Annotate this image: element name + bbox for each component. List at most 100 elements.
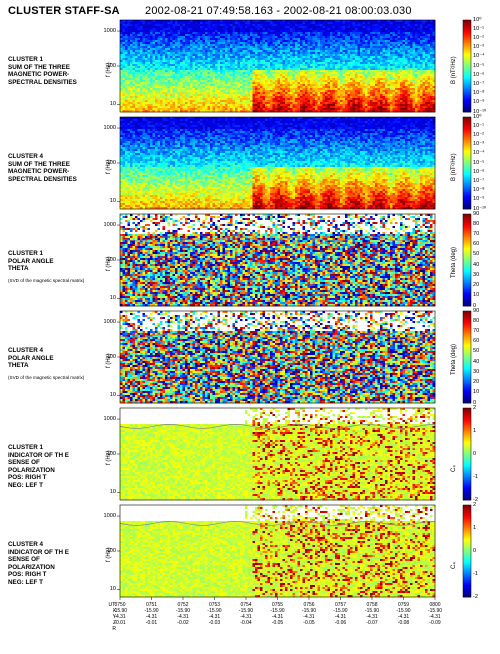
heatmap-cell	[385, 78, 388, 80]
heatmap-cell	[295, 78, 298, 80]
heatmap-cell	[283, 76, 286, 78]
heatmap-cell	[323, 52, 326, 54]
heatmap-cell	[240, 76, 243, 78]
heatmap-cell	[230, 64, 233, 66]
heatmap-cell	[270, 78, 273, 80]
heatmap-cell	[388, 68, 391, 70]
heatmap-cell	[138, 80, 141, 82]
heatmap-cell	[185, 44, 188, 46]
heatmap-cell	[165, 70, 168, 72]
heatmap-cell	[320, 36, 323, 38]
heatmap-cell	[405, 62, 408, 64]
heatmap-cell	[280, 36, 283, 38]
heatmap-cell	[180, 68, 183, 70]
heatmap-cell	[140, 42, 143, 44]
heatmap-cell	[388, 82, 391, 84]
heatmap-cell	[390, 70, 393, 72]
heatmap-cell	[293, 64, 296, 66]
heatmap-cell	[165, 20, 168, 22]
heatmap-cell	[323, 64, 326, 66]
heatmap-cell	[168, 70, 171, 72]
heatmap-cell	[270, 58, 273, 60]
heatmap-cell	[423, 76, 426, 78]
heatmap-cell	[125, 54, 128, 56]
heatmap-cell	[223, 52, 226, 54]
heatmap-cell	[128, 86, 131, 88]
heatmap-cell	[393, 30, 396, 32]
heatmap-cell	[230, 26, 233, 28]
heatmap-cell	[138, 20, 141, 22]
heatmap-cell	[153, 48, 156, 50]
heatmap-cell	[358, 68, 361, 70]
heatmap-cell	[175, 72, 178, 74]
heatmap-cell	[135, 52, 138, 54]
heatmap-cell	[170, 44, 173, 46]
heatmap-cell	[193, 60, 196, 62]
heatmap-cell	[335, 66, 338, 68]
heatmap-cell	[418, 54, 421, 56]
heatmap-cell	[145, 76, 148, 78]
heatmap-cell	[228, 72, 231, 74]
heatmap-cell	[128, 44, 131, 46]
heatmap-cell	[360, 78, 363, 80]
heatmap-cell	[308, 66, 311, 68]
heatmap-cell	[380, 84, 383, 86]
heatmap-cell	[383, 34, 386, 36]
heatmap-cell	[425, 56, 428, 58]
heatmap-cell	[320, 48, 323, 50]
heatmap-cell	[185, 60, 188, 62]
heatmap-cell	[150, 60, 153, 62]
heatmap-cell	[360, 54, 363, 56]
heatmap-cell	[295, 32, 298, 34]
heatmap-cell	[148, 62, 151, 64]
heatmap-cell	[223, 20, 226, 22]
heatmap-cell	[383, 56, 386, 58]
heatmap-cell	[175, 30, 178, 32]
heatmap-cell	[245, 72, 248, 74]
heatmap-cell	[180, 34, 183, 36]
heatmap-cell	[183, 66, 186, 68]
heatmap-cell	[230, 50, 233, 52]
heatmap-cell	[198, 60, 201, 62]
heatmap-cell	[265, 30, 268, 32]
heatmap-cell	[275, 86, 278, 88]
heatmap-cell	[410, 76, 413, 78]
heatmap-cell	[373, 70, 376, 72]
heatmap-cell	[140, 40, 143, 42]
heatmap-cell	[293, 22, 296, 24]
heatmap-cell	[413, 30, 416, 32]
heatmap-cell	[203, 40, 206, 42]
heatmap-cell	[260, 22, 263, 24]
heatmap-cell	[135, 82, 138, 84]
heatmap-cell	[240, 58, 243, 60]
heatmap-cell	[280, 22, 283, 24]
heatmap-cell	[240, 28, 243, 30]
heatmap-cell	[265, 84, 268, 86]
heatmap-cell	[375, 36, 378, 38]
heatmap-cell	[135, 28, 138, 30]
heatmap-cell	[303, 48, 306, 50]
heatmap-cell	[295, 84, 298, 86]
heatmap-cell	[298, 72, 301, 74]
heatmap-cell	[413, 50, 416, 52]
heatmap-cell	[413, 48, 416, 50]
heatmap-cell	[123, 54, 126, 56]
heatmap-cell	[260, 26, 263, 28]
heatmap-cell	[263, 86, 266, 88]
heatmap-cell	[120, 62, 123, 64]
heatmap-cell	[335, 34, 338, 36]
heatmap-cell	[190, 74, 193, 76]
heatmap-cell	[340, 66, 343, 68]
heatmap-cell	[398, 66, 401, 68]
heatmap-cell	[275, 66, 278, 68]
heatmap-cell	[158, 46, 161, 48]
heatmap-cell	[148, 40, 151, 42]
heatmap-cell	[293, 60, 296, 62]
heatmap-cell	[165, 68, 168, 70]
heatmap-cell	[398, 82, 401, 84]
heatmap-cell	[338, 74, 341, 76]
heatmap-cell	[128, 76, 131, 78]
heatmap-cell	[408, 70, 411, 72]
heatmap-cell	[293, 54, 296, 56]
heatmap-cell	[315, 62, 318, 64]
